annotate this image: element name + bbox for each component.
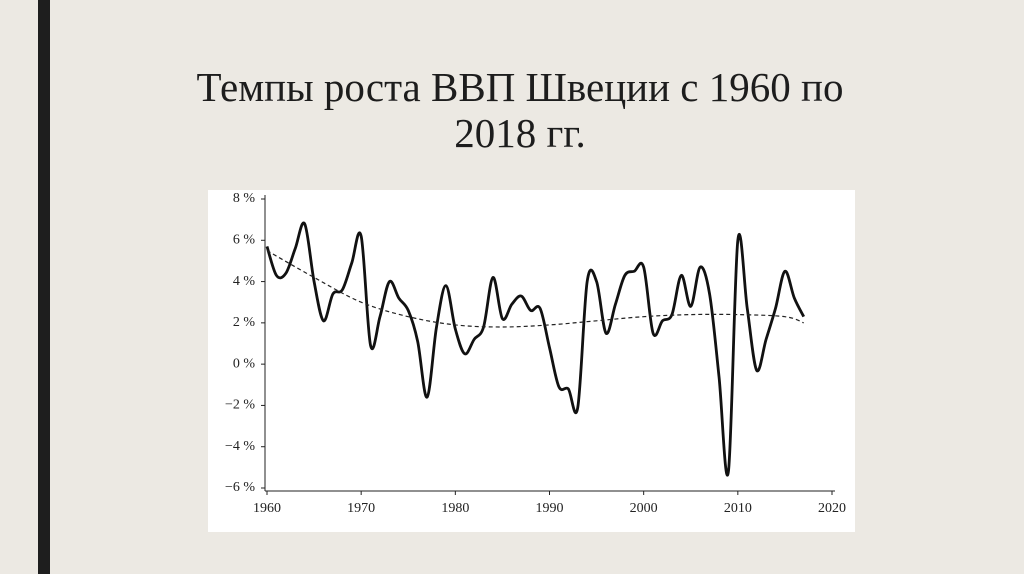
y-tick-label: 6 % — [233, 233, 256, 248]
x-tick-label: 2020 — [818, 501, 846, 516]
trend-line — [266, 250, 804, 328]
x-tick-label: 2010 — [724, 501, 752, 516]
x-tick-label: 1970 — [347, 501, 375, 516]
x-tick-label: 1980 — [441, 501, 469, 516]
accent-bar — [38, 0, 50, 574]
x-tick-label: 1960 — [253, 501, 281, 516]
y-tick-label: −6 % — [225, 480, 255, 495]
y-tick-label: 2 % — [233, 315, 256, 330]
y-tick-label: −4 % — [225, 439, 255, 454]
chart-panel — [208, 190, 855, 532]
y-tick-label: −2 % — [225, 398, 255, 413]
y-tick-label: 0 % — [233, 356, 256, 371]
x-tick-label: 2000 — [630, 501, 658, 516]
x-tick-label: 1990 — [536, 501, 564, 516]
data-line — [265, 221, 805, 477]
slide-title: Темпы роста ВВП Швеции с 1960 по 2018 гг… — [100, 64, 940, 156]
title-line: Темпы роста ВВП Швеции с 1960 по — [196, 64, 844, 110]
title-line: 2018 гг. — [454, 110, 586, 156]
y-tick-label: 8 % — [233, 191, 256, 206]
y-tick-label: 4 % — [233, 274, 256, 289]
